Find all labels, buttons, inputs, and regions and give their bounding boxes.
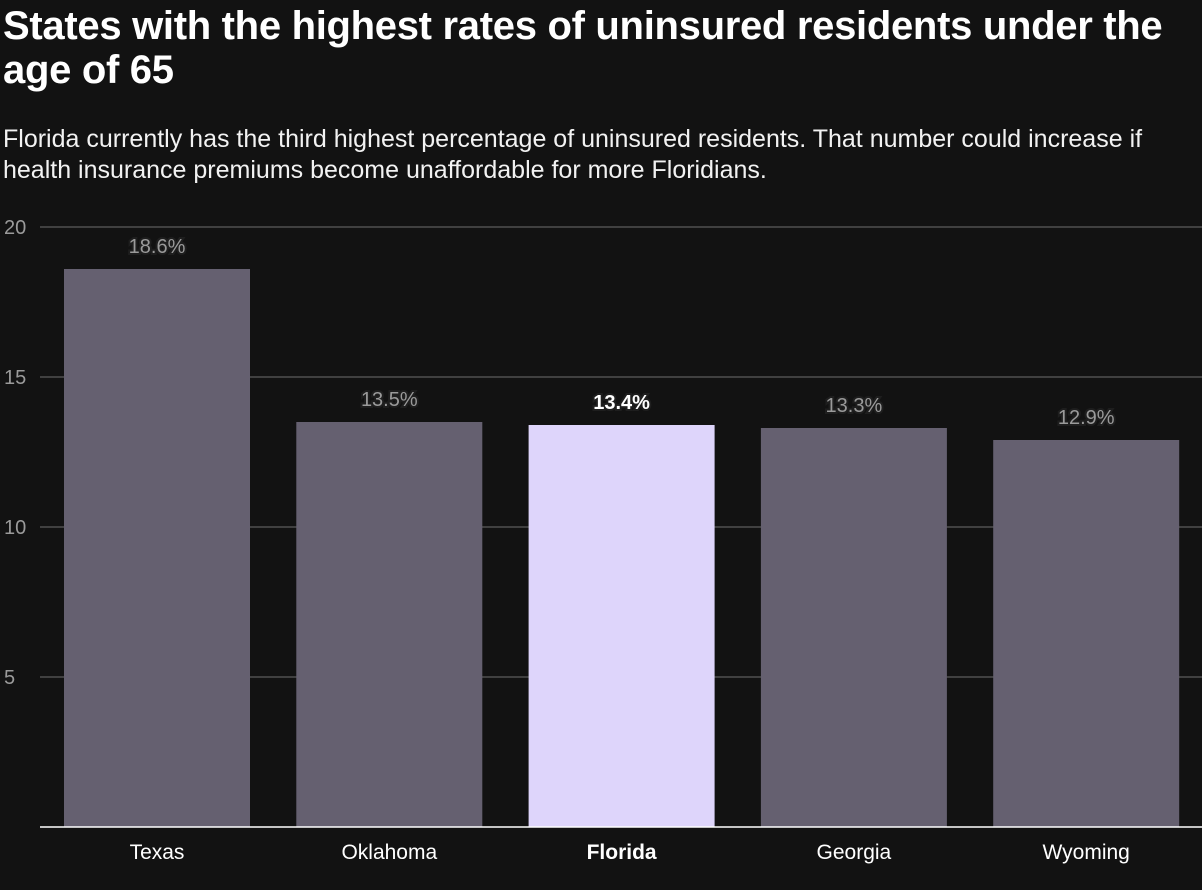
data-label: 18.6% xyxy=(129,236,186,258)
bar-oklahoma xyxy=(296,422,483,827)
chart-title: States with the highest rates of uninsur… xyxy=(3,4,1163,92)
bar-wyoming xyxy=(993,440,1180,827)
data-label: 12.9% xyxy=(1058,407,1115,429)
chart-subtitle: Florida currently has the third highest … xyxy=(3,125,1143,184)
x-tick-label: Texas xyxy=(130,841,185,864)
y-tick-label: 5 xyxy=(4,667,15,689)
data-label: 13.3% xyxy=(826,395,883,417)
x-tick-label: Georgia xyxy=(817,841,892,864)
bar-georgia xyxy=(760,428,947,827)
bar-florida xyxy=(528,425,715,827)
y-tick-label: 10 xyxy=(4,517,26,539)
x-tick-label: Florida xyxy=(587,841,657,864)
y-tick-label: 15 xyxy=(4,367,26,389)
x-tick-label: Oklahoma xyxy=(341,841,437,864)
data-label: 13.4% xyxy=(593,392,650,414)
y-tick-label: 20 xyxy=(4,217,26,239)
data-label: 13.5% xyxy=(361,389,418,411)
bar-texas xyxy=(64,269,250,827)
x-tick-label: Wyoming xyxy=(1043,841,1130,864)
